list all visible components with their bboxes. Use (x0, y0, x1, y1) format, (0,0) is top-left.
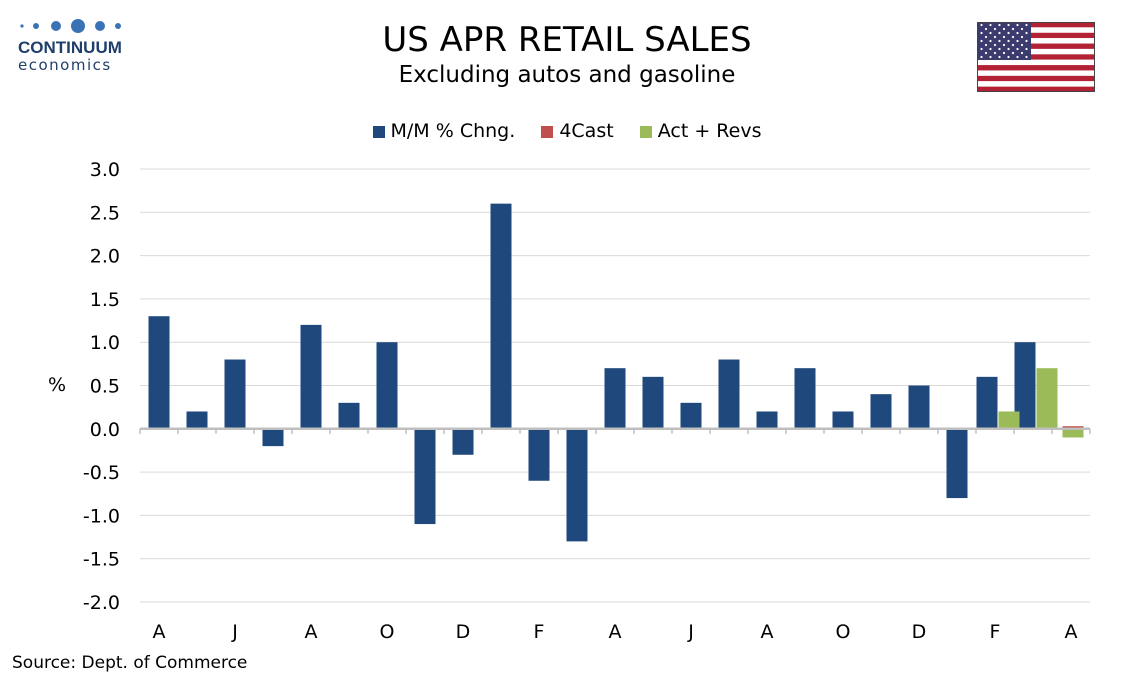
y-tick-label: -2.0 (83, 592, 120, 614)
x-tick-label: D (912, 621, 927, 643)
brand-sub: economics (18, 56, 112, 74)
y-tick-label: 1.0 (90, 332, 120, 354)
chart-title: US APR RETAIL SALES (382, 20, 752, 60)
bar (1036, 368, 1058, 429)
x-tick-label: J (231, 621, 238, 643)
legend-swatch-4cast (541, 125, 554, 138)
y-tick-label: 0.5 (90, 376, 120, 398)
y-tick-label: 2.0 (90, 246, 120, 268)
bar (376, 342, 398, 429)
bar (452, 428, 474, 455)
legend-item-actrevs: Act + Revs (639, 120, 762, 142)
y-tick-label: 2.5 (90, 202, 120, 224)
bar (832, 411, 854, 429)
y-tick-label: 3.0 (90, 159, 120, 181)
y-tick-label: -0.5 (83, 462, 120, 484)
legend-swatch-actrevs (639, 125, 652, 138)
x-tick-label: A (305, 621, 318, 643)
bar (870, 394, 892, 429)
legend-swatch-mm (372, 125, 385, 138)
bar (756, 411, 778, 429)
bar (528, 428, 550, 481)
bar (262, 428, 284, 447)
continuum-economics-logo: CONTINUUM economics (10, 14, 140, 76)
y-tick-label: -1.5 (83, 549, 120, 571)
chart-subtitle: Excluding autos and gasoline (398, 62, 736, 88)
bar (224, 359, 246, 429)
x-tick-label: F (534, 621, 545, 643)
bar (186, 411, 208, 429)
bar (976, 376, 998, 429)
bar (1014, 342, 1036, 429)
bar (946, 428, 968, 499)
legend-label-mm: M/M % Chng. (390, 120, 516, 142)
bar (1062, 426, 1084, 429)
logo-dots-icon (20, 19, 121, 33)
x-tick-label: A (153, 621, 166, 643)
bar (642, 376, 664, 429)
bar (1062, 428, 1084, 438)
bar (604, 368, 626, 429)
y-tick-label: 1.5 (90, 289, 120, 311)
source-note: Source: Dept. of Commerce (12, 653, 248, 673)
bar (908, 385, 930, 429)
x-tick-label: D (456, 621, 471, 643)
legend: M/M % Chng. 4Cast Act + Revs (0, 120, 1134, 142)
legend-item-4cast: 4Cast (541, 120, 614, 142)
bar (490, 203, 512, 429)
bar (148, 316, 170, 429)
legend-label-4cast: 4Cast (559, 120, 614, 142)
legend-item-mm: M/M % Chng. (372, 120, 516, 142)
bar (680, 402, 702, 429)
x-tick-label: F (990, 621, 1001, 643)
y-axis-label: % (48, 374, 67, 396)
x-tick-label: J (687, 621, 694, 643)
bar (566, 428, 588, 542)
x-tick-label: O (380, 621, 395, 643)
x-tick-label: A (1065, 621, 1078, 643)
bar (414, 428, 436, 525)
bar (718, 359, 740, 429)
x-tick-label: O (836, 621, 851, 643)
y-tick-label: 0.0 (90, 419, 120, 441)
x-tick-label: A (609, 621, 622, 643)
bar (300, 324, 322, 429)
us-flag-icon (977, 22, 1095, 92)
bar (998, 411, 1020, 429)
brand-name: CONTINUUM (18, 38, 122, 57)
legend-label-actrevs: Act + Revs (657, 120, 762, 142)
bar (338, 402, 360, 429)
x-tick-label: A (761, 621, 774, 643)
y-tick-label: -1.0 (83, 505, 120, 527)
bar (794, 368, 816, 429)
